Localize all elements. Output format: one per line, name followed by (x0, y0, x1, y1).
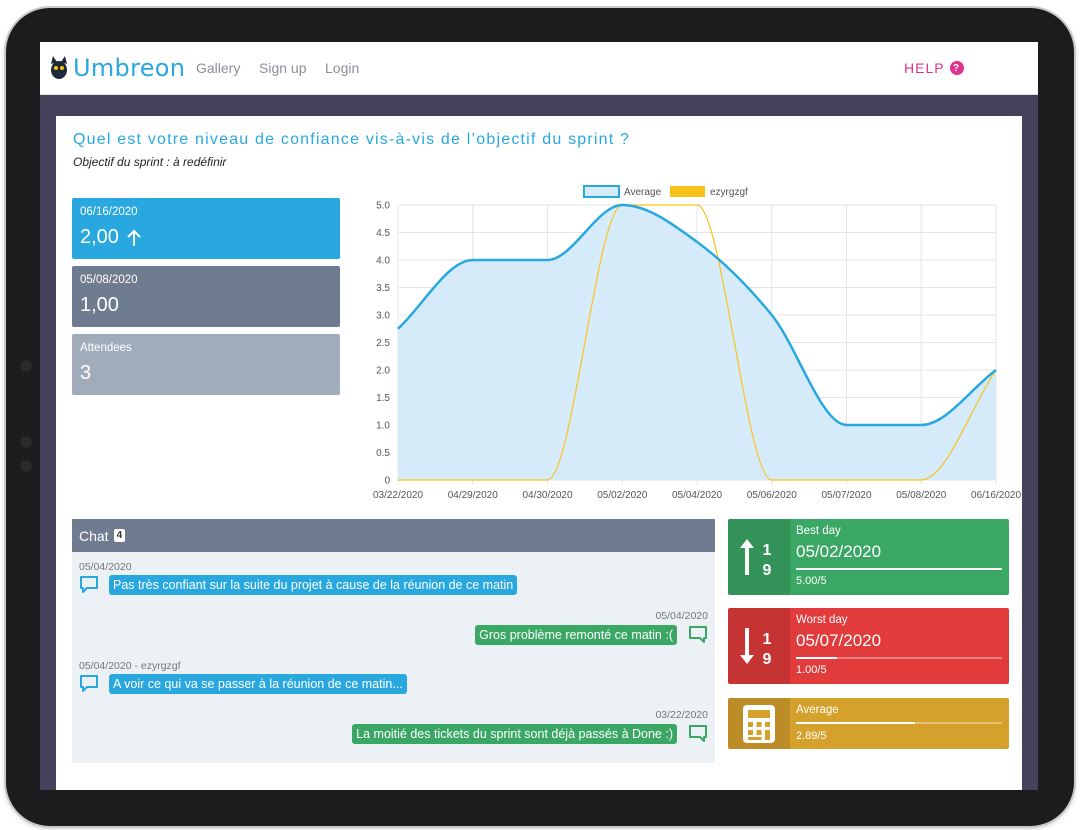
nav-link-login[interactable]: Login (325, 60, 360, 76)
icon-digit-bottom: 9 (763, 562, 772, 579)
stat-value: 3 (80, 362, 92, 384)
x-tick-label: 04/29/2020 (448, 490, 498, 501)
y-tick-label: 0 (384, 476, 390, 487)
umbreon-logo-icon (51, 56, 67, 79)
series-line-average (397, 203, 997, 427)
x-tick-label: 05/06/2020 (747, 490, 797, 501)
y-tick-label: 1.0 (376, 421, 390, 432)
legend-swatch-average (583, 185, 620, 198)
average-card: Average 2.89/5 (728, 698, 1009, 749)
sort-numeric-up-icon: 1 9 (740, 539, 772, 579)
message-meta: 05/04/2020 (655, 610, 708, 622)
card-score: 5.00/5 (796, 575, 827, 587)
card-score: 1.00/5 (796, 664, 827, 676)
x-tick-label: 04/30/2020 (522, 490, 572, 501)
score-bar-fill (796, 657, 838, 659)
nav-link-gallery[interactable]: Gallery (196, 60, 241, 76)
stat-date: 05/08/2020 (80, 274, 138, 286)
message-meta: 05/04/2020 - ezyrgzgf (79, 660, 181, 672)
arrow-up-icon (127, 229, 141, 246)
chat-panel: Chat 4 05/04/2020 Pas très confiant sur … (72, 519, 715, 763)
legend-swatch-ezyrgzgf (670, 186, 705, 197)
score-bar-fill (796, 722, 916, 724)
comment-icon (80, 576, 98, 593)
message-meta: 03/22/2020 (655, 709, 708, 721)
confidence-chart: 0 0.5 1.0 1.5 2.0 2.5 3.0 3.5 4.0 4.5 5.0 03/22/202… (373, 185, 1021, 501)
navbar: Umbreon Gallery Sign up Login HELP ? (40, 42, 1038, 95)
device-button (20, 436, 32, 448)
legend-label-ezyrgzgf: ezyrgzgf (710, 187, 748, 198)
comment-icon (80, 675, 98, 692)
chat-message: La moitié des tickets du sprint sont déj… (352, 724, 677, 744)
x-tick-label: 03/22/2020 (373, 490, 423, 501)
stat-last-session: 06/16/2020 2,00 (72, 198, 340, 259)
card-date: 05/07/2020 (796, 631, 882, 650)
nav-link-signup[interactable]: Sign up (259, 60, 307, 76)
device-button (20, 360, 32, 372)
legend-label-average: Average (624, 187, 662, 198)
card-label: Best day (796, 525, 841, 537)
comment-icon (689, 626, 707, 643)
card-label: Worst day (796, 614, 848, 626)
comment-icon (689, 725, 707, 742)
y-tick-label: 3.5 (376, 283, 390, 294)
chat-message: A voir ce qui va se passer à la réunion … (109, 674, 407, 694)
x-tick-label: 05/08/2020 (896, 490, 946, 501)
brand-name: Umbreon (73, 54, 186, 82)
brand[interactable]: Umbreon (48, 52, 185, 84)
help-icon: ? (949, 61, 964, 75)
page-subtitle: Objectif du sprint : à redéfinir (73, 155, 227, 169)
card-label: Average (796, 704, 839, 716)
stat-previous-session: 05/08/2020 1,00 (72, 266, 340, 327)
chat-message: Gros problème remonté ce matin :( (475, 625, 677, 645)
help-link[interactable]: HELP ? (904, 60, 964, 76)
score-bar (796, 657, 1002, 659)
score-bar (796, 722, 1002, 724)
best-day-card: 1 9 Best day 05/02/2020 5.00/5 (728, 519, 1009, 595)
card-date: 05/02/2020 (796, 542, 882, 561)
icon-digit-top: 1 (763, 631, 772, 648)
y-tick-label: 4.5 (376, 228, 390, 239)
help-label: HELP (904, 60, 945, 76)
chat-header: Chat 4 (72, 519, 715, 552)
chat-message: Pas très confiant sur la suite du projet… (109, 575, 518, 595)
stat-date: 06/16/2020 (80, 206, 138, 218)
y-tick-label: 3.0 (376, 311, 390, 322)
worst-day-card: 1 9 Worst day 05/07/2020 1.00/5 (728, 608, 1009, 684)
y-tick-label: 4.0 (376, 256, 390, 267)
score-bar (796, 568, 1002, 570)
series-area-average (398, 205, 996, 480)
stat-value: 2,00 (80, 226, 119, 248)
icon-digit-bottom: 9 (763, 651, 772, 668)
chat-title: Chat (79, 527, 109, 544)
y-tick-label: 2.5 (376, 338, 390, 349)
app-screen: Umbreon Gallery Sign up Login HELP ? Que… (40, 42, 1038, 790)
score-bar-fill (796, 568, 1002, 570)
sort-numeric-down-icon: 1 9 (740, 628, 772, 668)
main-content: Quel est votre niveau de confiance vis-à… (56, 116, 1022, 790)
stat-attendees: Attendees 3 (72, 334, 340, 395)
icon-digit-top: 1 (763, 542, 772, 559)
stat-value: 1,00 (80, 294, 119, 316)
y-tick-label: 5.0 (376, 201, 390, 212)
chat-count-badge: 4 (113, 529, 126, 542)
y-tick-label: 0.5 (376, 448, 390, 459)
x-tick-label: 05/07/2020 (821, 490, 871, 501)
y-tick-label: 1.5 (376, 393, 390, 404)
calculator-icon (743, 704, 775, 743)
stat-label: Attendees (80, 342, 132, 354)
card-score: 2.89/5 (796, 730, 827, 742)
y-tick-label: 2.0 (376, 366, 390, 377)
message-meta: 05/04/2020 (79, 561, 132, 573)
x-tick-label: 05/04/2020 (672, 490, 722, 501)
x-tick-label: 06/16/2020 (971, 490, 1021, 501)
series-line-ezyrgzgf (397, 204, 997, 481)
x-tick-label: 05/02/2020 (597, 490, 647, 501)
device-button (20, 460, 32, 472)
page-title: Quel est votre niveau de confiance vis-à… (73, 131, 631, 148)
